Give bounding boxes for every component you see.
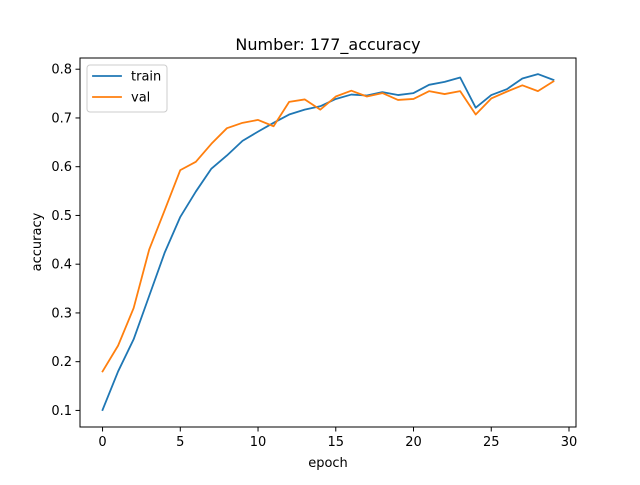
chart-title: Number: 177_accuracy [235, 35, 420, 55]
y-axis: 0.1 0.2 0.3 0.4 0.5 0.6 0.7 0.8 [51, 63, 80, 419]
x-tick-label: 0 [98, 435, 106, 450]
y-tick-label: 0.8 [51, 63, 72, 78]
y-tick-label: 0.5 [51, 209, 72, 224]
y-tick-label: 0.4 [51, 258, 72, 273]
x-tick-label: 10 [250, 435, 267, 450]
legend-label-val: val [131, 91, 150, 106]
x-tick-label: 15 [328, 435, 345, 450]
y-tick-label: 0.2 [51, 355, 72, 370]
x-tick-label: 30 [561, 435, 578, 450]
y-tick-label: 0.7 [51, 111, 72, 126]
series-layer [101, 73, 555, 412]
y-tick-label: 0.1 [51, 404, 72, 419]
x-tick-label: 25 [483, 435, 500, 450]
x-axis-label: epoch [308, 456, 348, 471]
axes-frame [79, 57, 577, 428]
legend: train val [86, 64, 168, 113]
y-tick-label: 0.6 [51, 160, 72, 175]
y-axis-label: accuracy [30, 212, 45, 271]
x-tick-label: 5 [176, 435, 184, 450]
plot-area [79, 57, 577, 428]
x-tick-label: 20 [405, 435, 422, 450]
y-tick-label: 0.3 [51, 306, 72, 321]
x-axis: 0 5 10 15 20 25 30 [98, 427, 577, 450]
series-line-val [101, 80, 555, 373]
legend-label-train: train [131, 70, 161, 85]
